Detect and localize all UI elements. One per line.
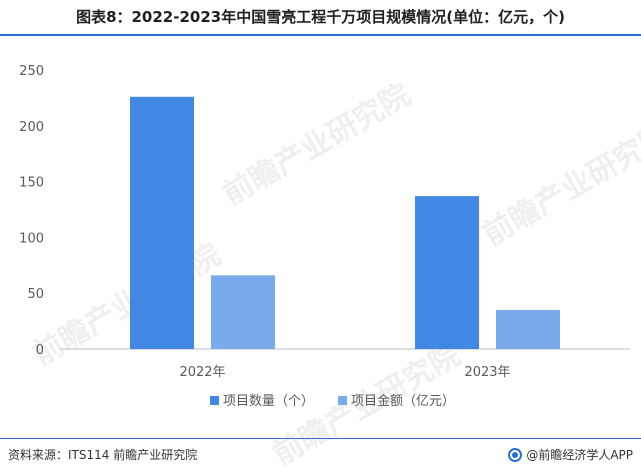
- y-tick-label: 0: [36, 343, 44, 358]
- y-tick-label: 50: [27, 287, 44, 302]
- bar-amount: [496, 309, 560, 349]
- y-tick-label: 200: [19, 120, 44, 135]
- top-rule: [0, 34, 641, 36]
- bar-count: [130, 96, 194, 349]
- x-category-label: 2022年: [179, 365, 225, 380]
- legend-swatch: [338, 396, 347, 405]
- x-category-label: 2023年: [464, 365, 510, 380]
- legend-label: 项目金额（亿元）: [351, 393, 455, 409]
- brand-label: @前瞻经济学人APP: [526, 448, 633, 462]
- brand-logo-icon: [508, 447, 523, 462]
- legend-swatch: [210, 396, 219, 405]
- brand-mark: @前瞻经济学人APP: [508, 446, 633, 463]
- bottom-rule: [0, 438, 641, 439]
- y-tick-label: 150: [19, 176, 44, 191]
- bar-amount: [211, 275, 275, 349]
- bar-count: [415, 196, 479, 349]
- y-tick-label: 250: [19, 64, 44, 79]
- source-note: 资料来源：ITS114 前瞻产业研究院: [8, 448, 198, 462]
- chart-title: 图表8：2022-2023年中国雪亮工程千万项目规模情况(单位：亿元，个): [76, 8, 565, 26]
- legend-label: 项目数量（个）: [223, 394, 314, 409]
- y-tick-label: 100: [19, 231, 44, 246]
